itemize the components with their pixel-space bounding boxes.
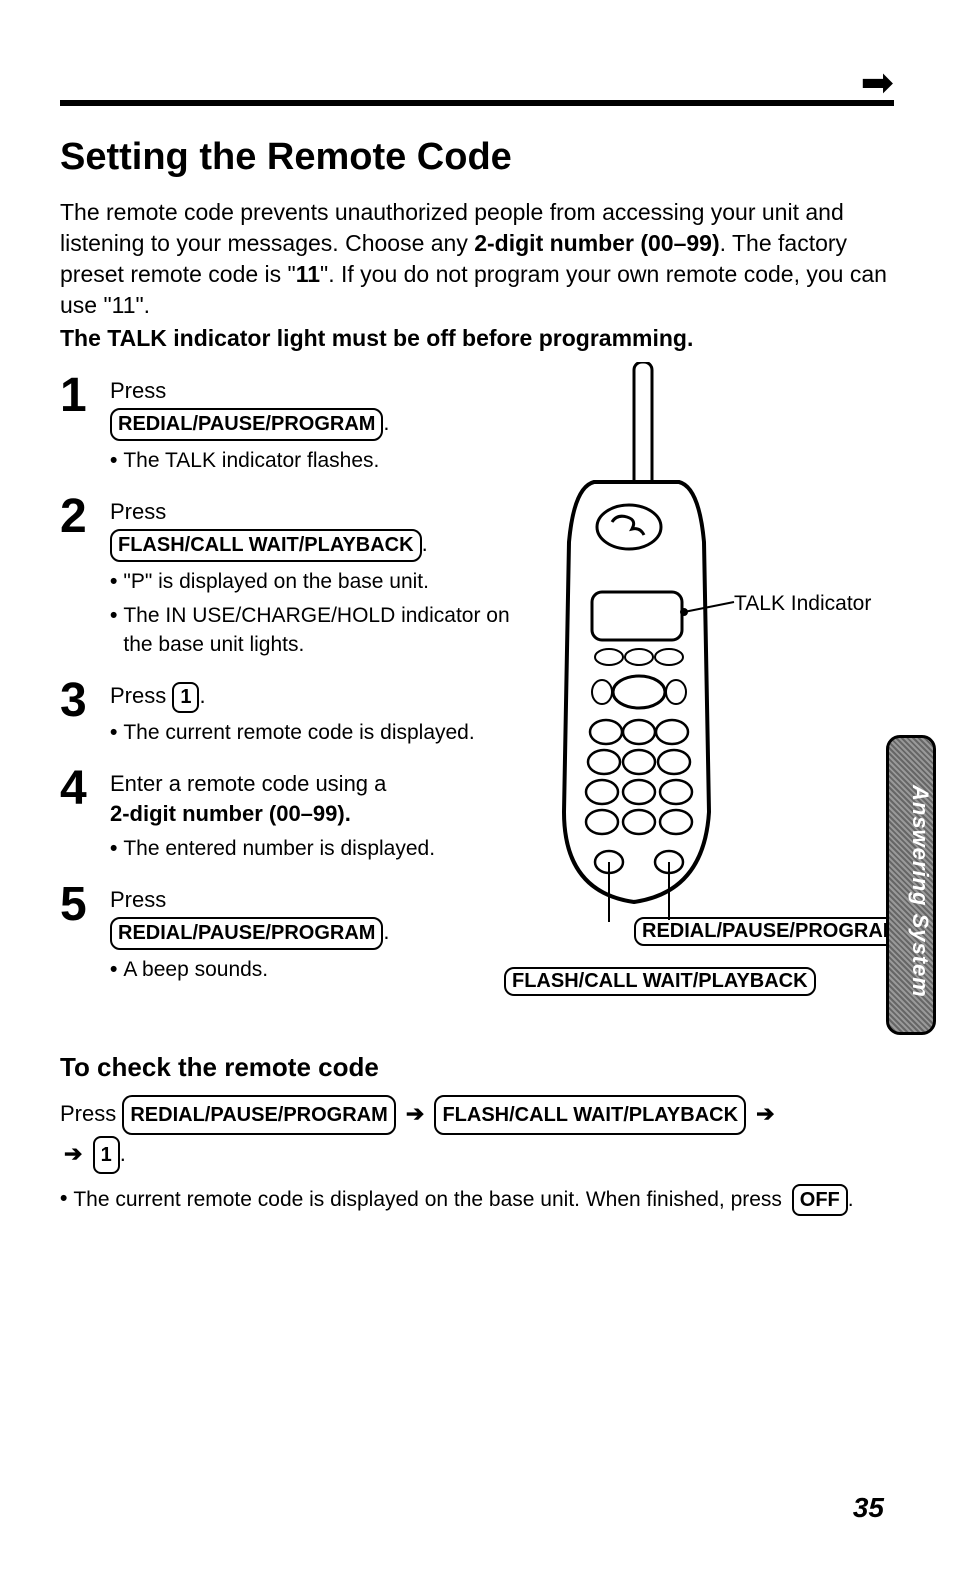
step-5: 5 Press REDIAL/PAUSE/PROGRAM. •A beep so… xyxy=(60,881,524,984)
step-2: 2 Press FLASH/CALL WAIT/PLAYBACK. •"P" i… xyxy=(60,493,524,659)
step-number: 2 xyxy=(60,493,96,659)
check-remote-code-section: To check the remote code Press REDIAL/PA… xyxy=(60,1052,894,1216)
check-press-label: Press xyxy=(60,1101,122,1126)
section-tab: Answering System xyxy=(886,735,936,1035)
page-title: Setting the Remote Code xyxy=(60,136,894,179)
off-button-ref: OFF xyxy=(792,1184,848,1216)
bullet-icon: • xyxy=(110,719,117,747)
redial-button-ref: REDIAL/PAUSE/PROGRAM xyxy=(110,408,383,441)
phone-illustration xyxy=(534,362,744,922)
step-number: 5 xyxy=(60,881,96,984)
steps-column: 1 Press REDIAL/PAUSE/PROGRAM. •The TALK … xyxy=(60,372,524,1002)
step-4: 4 Enter a remote code using a 2-digit nu… xyxy=(60,765,524,863)
arrow-icon: ➔ xyxy=(60,1141,86,1166)
flash-button-ref: FLASH/CALL WAIT/PLAYBACK xyxy=(434,1095,746,1135)
step-bullet: "P" is displayed on the base unit. xyxy=(123,568,429,596)
page-continue-arrow: ➡ xyxy=(860,60,894,106)
step-3: 3 Press 1. •The current remote code is d… xyxy=(60,677,524,747)
step-bold-line: 2-digit number (00–99). xyxy=(110,799,435,829)
step-bullet: The IN USE/CHARGE/HOLD indicator on the … xyxy=(123,602,524,659)
flash-button-ref: FLASH/CALL WAIT/PLAYBACK xyxy=(110,529,422,562)
step-after: . xyxy=(383,410,389,435)
bullet-icon: • xyxy=(60,1184,67,1216)
top-rule xyxy=(60,100,894,106)
redial-button-ref: REDIAL/PAUSE/PROGRAM xyxy=(110,917,383,950)
step-press-label: Press xyxy=(110,887,166,912)
one-button-ref: 1 xyxy=(93,1136,120,1174)
step-plain-line: Enter a remote code using a xyxy=(110,769,435,799)
bullet-icon: • xyxy=(110,568,117,596)
step-after: . xyxy=(199,683,205,708)
intro-paragraph: The remote code prevents unauthorized pe… xyxy=(60,197,894,321)
phone-diagram: TALK Indicator REDIAL/PAUSE/PROGRAM FLAS… xyxy=(534,362,894,1002)
step-bullet: The current remote code is displayed. xyxy=(123,719,474,747)
arrow-icon: ➔ xyxy=(402,1101,428,1126)
step-bullet: A beep sounds. xyxy=(123,956,268,984)
step-number: 3 xyxy=(60,677,96,747)
bullet-icon: • xyxy=(110,956,117,984)
step-number: 4 xyxy=(60,765,96,863)
step-after: . xyxy=(383,919,389,944)
page-number: 35 xyxy=(853,1492,884,1524)
diagram-flash-label: FLASH/CALL WAIT/PLAYBACK xyxy=(504,967,816,996)
warning-line: The TALK indicator light must be off bef… xyxy=(60,325,894,352)
step-bullet: The entered number is displayed. xyxy=(123,835,435,863)
intro-bold-1: 2-digit number (00–99) xyxy=(474,230,719,256)
arrow-icon: ➔ xyxy=(752,1101,778,1126)
check-sequence: Press REDIAL/PAUSE/PROGRAM ➔ FLASH/CALL … xyxy=(60,1095,894,1174)
talk-indicator-label: TALK Indicator xyxy=(734,592,871,616)
bullet-icon: • xyxy=(110,602,117,659)
check-bullet-text: The current remote code is displayed on … xyxy=(73,1188,782,1211)
diagram-redial-label: REDIAL/PAUSE/PROGRAM xyxy=(634,917,907,946)
bullet-icon: • xyxy=(110,835,117,863)
step-press-label: Press xyxy=(110,499,166,524)
check-title: To check the remote code xyxy=(60,1052,894,1083)
step-number: 1 xyxy=(60,372,96,475)
bullet-icon: • xyxy=(110,447,117,475)
redial-button-ref: REDIAL/PAUSE/PROGRAM xyxy=(122,1095,395,1135)
step-bullet: The TALK indicator flashes. xyxy=(123,447,379,475)
step-press-label: Press xyxy=(110,378,166,403)
step-press-label: Press xyxy=(110,683,172,708)
one-button-ref: 1 xyxy=(172,682,199,713)
step-after: . xyxy=(422,531,428,556)
step-1: 1 Press REDIAL/PAUSE/PROGRAM. •The TALK … xyxy=(60,372,524,475)
intro-bold-2: 11 xyxy=(296,261,320,287)
